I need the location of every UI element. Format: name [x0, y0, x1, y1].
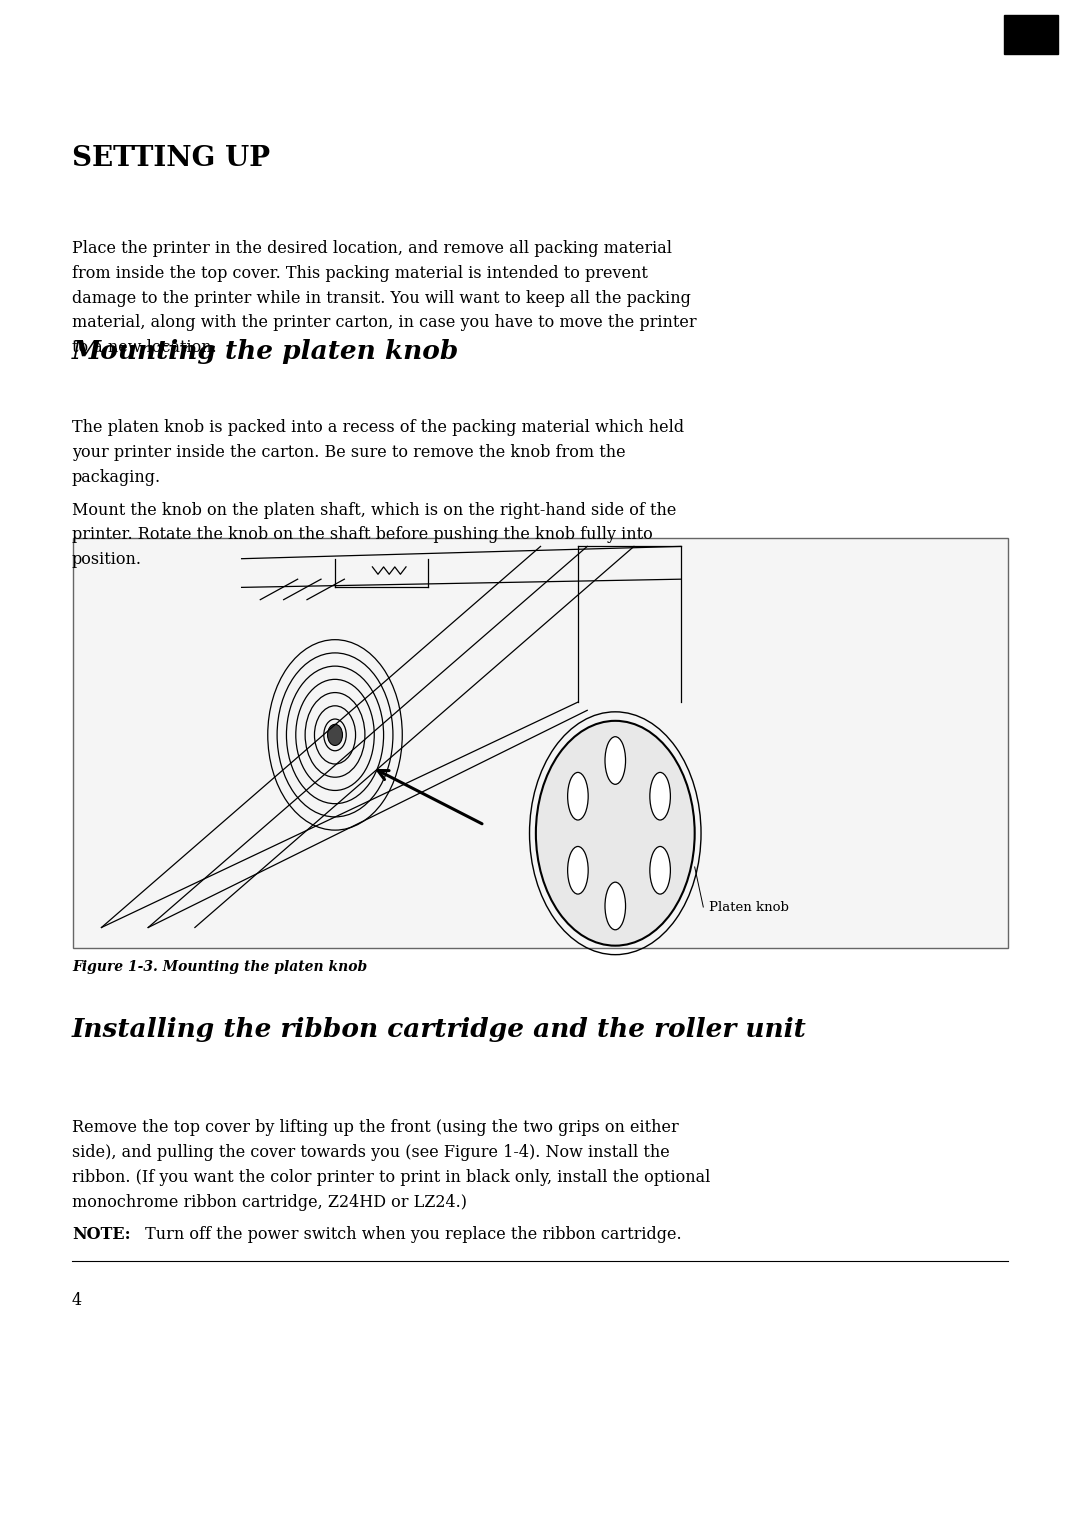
Circle shape — [327, 725, 342, 746]
Text: Place the printer in the desired location, and remove all packing material
from : Place the printer in the desired locatio… — [72, 240, 697, 356]
Ellipse shape — [605, 882, 625, 930]
Text: Mounting the platen knob: Mounting the platen knob — [72, 339, 459, 364]
Ellipse shape — [568, 847, 589, 894]
Ellipse shape — [605, 737, 625, 784]
Text: Platen knob: Platen knob — [708, 901, 788, 913]
Text: 4: 4 — [72, 1292, 82, 1309]
Text: SETTING UP: SETTING UP — [72, 145, 270, 173]
Circle shape — [536, 720, 694, 945]
Text: Mount the knob on the platen shaft, which is on the right-hand side of the
print: Mount the knob on the platen shaft, whic… — [72, 502, 676, 569]
Text: The platen knob is packed into a recess of the packing material which held
your : The platen knob is packed into a recess … — [72, 419, 684, 486]
Bar — [73, 538, 1008, 948]
Text: Turn off the power switch when you replace the ribbon cartridge.: Turn off the power switch when you repla… — [140, 1226, 681, 1243]
Bar — [1004, 15, 1058, 54]
Ellipse shape — [650, 772, 671, 820]
Ellipse shape — [650, 847, 671, 894]
Text: Installing the ribbon cartridge and the roller unit: Installing the ribbon cartridge and the … — [72, 1017, 807, 1041]
Text: Figure 1-3. Mounting the platen knob: Figure 1-3. Mounting the platen knob — [72, 960, 367, 974]
Text: NOTE:: NOTE: — [72, 1226, 131, 1243]
Text: Remove the top cover by lifting up the front (using the two grips on either
side: Remove the top cover by lifting up the f… — [72, 1119, 711, 1211]
Ellipse shape — [568, 772, 589, 820]
